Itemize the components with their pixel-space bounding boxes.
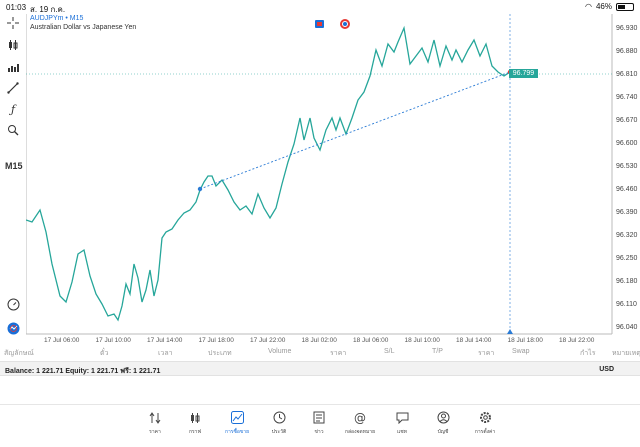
- price-tick-label: 96.530: [616, 163, 638, 170]
- chat-icon: [382, 410, 422, 425]
- chart-type-icon[interactable]: [4, 36, 22, 54]
- function-icon[interactable]: ƒ: [10, 102, 16, 116]
- column-header[interactable]: ราคา: [330, 350, 347, 357]
- time-tick-label: 17 Jul 18:00: [199, 337, 235, 344]
- price-tick-label: 96.460: [616, 186, 638, 193]
- quotes-icon: [135, 410, 175, 425]
- column-header[interactable]: กำไร: [580, 350, 596, 357]
- column-header[interactable]: Swap: [512, 348, 530, 355]
- tab-label: ราคา: [149, 429, 161, 435]
- trade-signal-icon[interactable]: [4, 319, 22, 337]
- trade-icon: [217, 410, 257, 425]
- tab-settings[interactable]: การตั้งค่า: [465, 410, 505, 436]
- objects-icon[interactable]: [4, 79, 22, 97]
- price-tick-label: 96.740: [616, 94, 638, 101]
- tab-mailbox[interactable]: @ กล่องจดหมาย: [340, 410, 380, 436]
- bottom-tab-bar: ราคา กราฟ การซื้อขาย ประวัติ ข่าว @ กล่องจดหมา…: [0, 404, 640, 447]
- column-header[interactable]: Volume: [268, 348, 292, 355]
- tab-label: ข่าว: [314, 429, 324, 435]
- column-header[interactable]: S/L: [384, 348, 395, 355]
- account-icon: [423, 410, 463, 425]
- chart-symbol[interactable]: AUDJPYm • M15: [30, 15, 84, 22]
- column-header[interactable]: เวลา: [158, 350, 173, 357]
- time-tick-label: 18 Jul 10:00: [405, 337, 441, 344]
- chart-description: Australian Dollar vs Japanese Yen: [30, 24, 137, 31]
- tab-chat[interactable]: แชท: [382, 410, 422, 436]
- column-header[interactable]: T/P: [432, 348, 443, 355]
- wifi-icon: ◠: [585, 2, 592, 11]
- time-tick-label: 18 Jul 22:00: [559, 337, 595, 344]
- price-tick-label: 96.810: [616, 71, 638, 78]
- timeframe-label[interactable]: M15: [5, 161, 23, 171]
- price-tick-label: 96.180: [616, 278, 638, 285]
- tab-history[interactable]: ประวัติ: [259, 410, 299, 436]
- mailbox-icon: @: [340, 410, 380, 425]
- status-right: ◠ 46%: [585, 2, 634, 11]
- price-tick-label: 96.250: [616, 255, 638, 262]
- balance-currency: USD: [599, 366, 614, 373]
- tab-quotes[interactable]: ราคา: [135, 410, 175, 436]
- price-tick-label: 96.930: [616, 25, 638, 32]
- tab-label: กล่องจดหมาย: [344, 429, 376, 435]
- price-tick-label: 96.600: [616, 140, 638, 147]
- current-price-badge: 96.799: [509, 69, 538, 78]
- column-header[interactable]: ราคา: [478, 350, 495, 357]
- trend-line-anchor-start[interactable]: [197, 186, 203, 192]
- column-header[interactable]: ประเภท: [208, 350, 232, 357]
- tab-trade[interactable]: การซื้อขาย: [217, 410, 257, 436]
- chart-candles-icon: [175, 410, 215, 425]
- market-signal-icon[interactable]: [340, 19, 350, 29]
- tab-label: การซื้อขาย: [224, 429, 250, 435]
- column-header[interactable]: สัญลักษณ์: [4, 350, 34, 357]
- time-tick-label: 17 Jul 22:00: [250, 337, 286, 344]
- indicators-icon[interactable]: [4, 58, 22, 76]
- tab-news[interactable]: ข่าว: [299, 410, 339, 436]
- time-tick-label: 18 Jul 06:00: [353, 337, 389, 344]
- time-tick-label: 17 Jul 10:00: [96, 337, 132, 344]
- time-tick-label: 18 Jul 02:00: [302, 337, 338, 344]
- positions-header: สัญลักษณ์ ตั๋ว เวลา ประเภท Volume ราคา S/L T/P ร…: [0, 346, 640, 360]
- price-line: [25, 25, 511, 322]
- price-chart[interactable]: 96.930 96.880 96.810 96.740 96.670 96.600 96.5…: [25, 14, 640, 344]
- column-header[interactable]: หมายเหตุ: [612, 350, 640, 357]
- balance-bar: Balance: 1 221.71 Equity: 1 221.71 ฟรี: …: [0, 361, 640, 376]
- price-tick-label: 96.880: [616, 48, 638, 55]
- history-icon: [259, 410, 299, 425]
- battery-percent: 46%: [595, 2, 612, 11]
- status-time: 01:03: [6, 3, 27, 12]
- column-header[interactable]: ตั๋ว: [100, 350, 109, 357]
- tab-chart-candles[interactable]: กราฟ: [175, 410, 215, 436]
- chart-toolbar: ƒ M15: [0, 14, 26, 336]
- news-icon: [299, 410, 339, 425]
- tab-account[interactable]: บัญชี: [423, 410, 463, 436]
- crosshair-icon[interactable]: [4, 14, 22, 32]
- one-click-trading-icon[interactable]: [315, 20, 324, 28]
- tab-label: การตั้งค่า: [474, 429, 496, 435]
- status-bar: 01:03 ส. 19 ก.ค. ◠ 46%: [0, 0, 640, 14]
- battery-icon: [616, 2, 634, 11]
- chart-svg[interactable]: 96.930 96.880 96.810 96.740 96.670 96.600 96.5…: [25, 14, 640, 344]
- zoom-icon[interactable]: [4, 121, 22, 139]
- time-tick-label: 17 Jul 06:00: [44, 337, 80, 344]
- svg-text:@: @: [354, 411, 366, 424]
- tab-label: กราฟ: [188, 429, 202, 435]
- time-tick-label: 18 Jul 18:00: [508, 337, 544, 344]
- tab-label: แชท: [397, 429, 407, 435]
- time-tick-label: 17 Jul 14:00: [147, 337, 183, 344]
- trend-line[interactable]: [199, 71, 511, 190]
- tab-label: บัญชี: [437, 429, 449, 435]
- status-date: ส. 19 ก.ค.: [30, 5, 66, 14]
- balance-text: Balance: 1 221.71 Equity: 1 221.71 ฟรี: …: [5, 368, 161, 375]
- price-tick-label: 96.110: [616, 301, 637, 308]
- tab-label: ประวัติ: [271, 429, 287, 435]
- price-tick-label: 96.320: [616, 232, 638, 239]
- speedometer-icon[interactable]: [4, 295, 22, 313]
- settings-icon: [465, 410, 505, 425]
- price-tick-label: 96.670: [616, 117, 638, 124]
- price-tick-label: 96.390: [616, 209, 638, 216]
- price-tick-label: 96.040: [616, 324, 638, 331]
- time-marker-triangle[interactable]: [507, 329, 513, 334]
- time-tick-label: 18 Jul 14:00: [456, 337, 492, 344]
